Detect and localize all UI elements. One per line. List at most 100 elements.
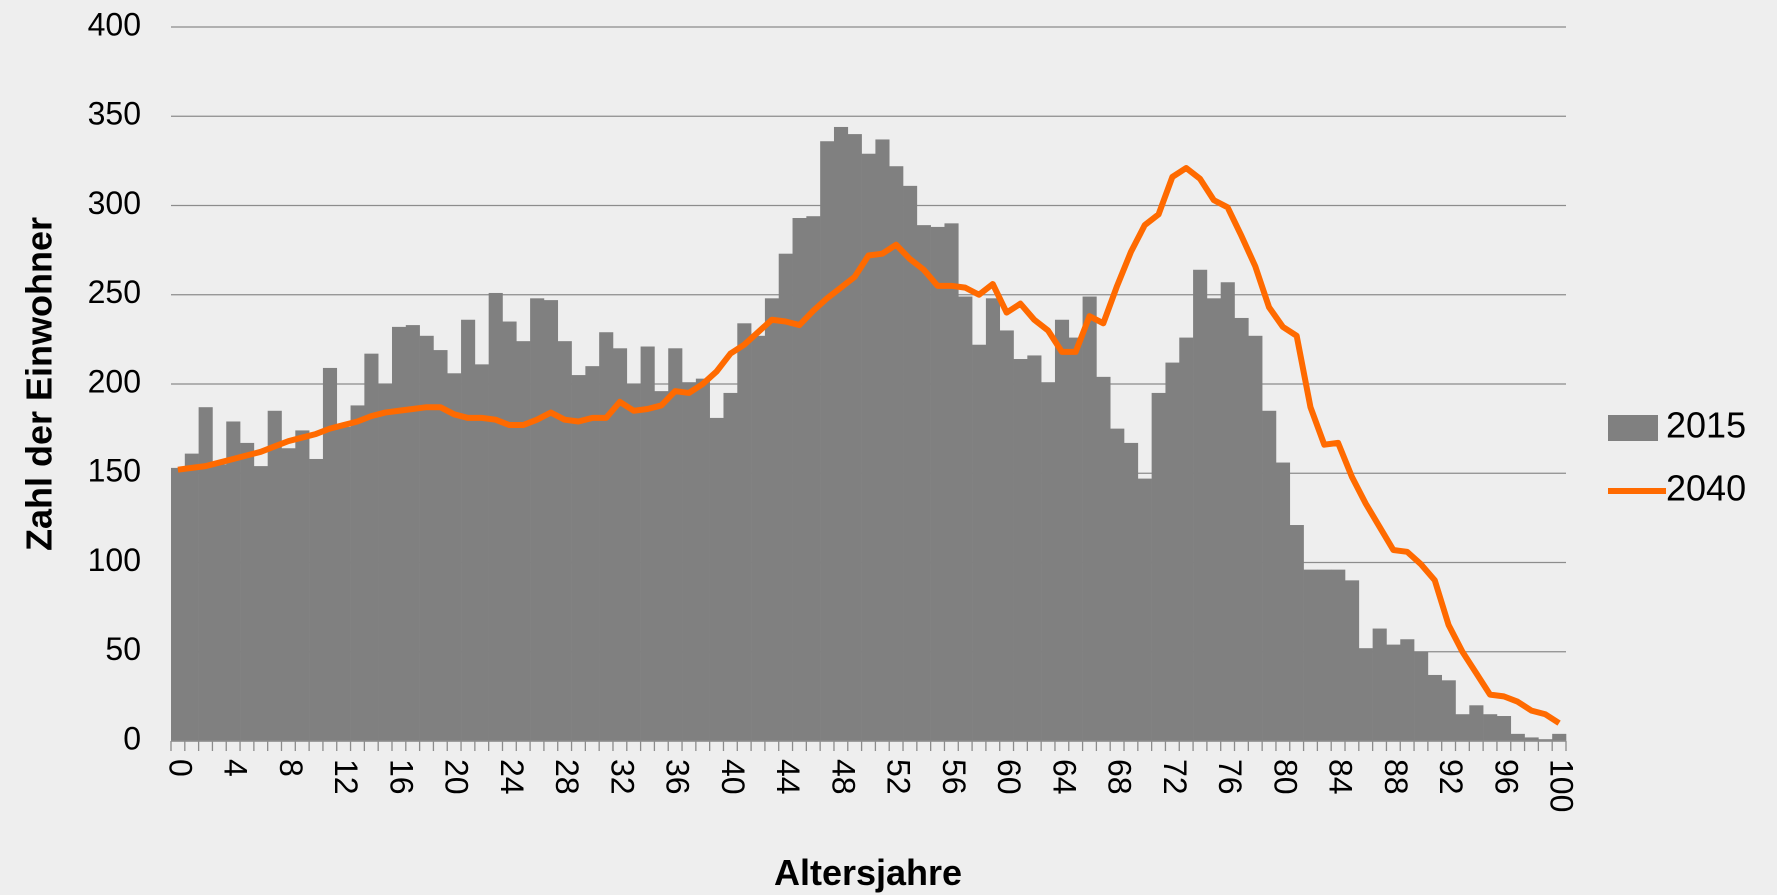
- bar: [903, 185, 918, 742]
- bar: [253, 466, 268, 741]
- x-tick-label: 44: [770, 759, 806, 795]
- bar: [447, 373, 462, 741]
- y-tick-label: 150: [88, 453, 141, 489]
- bar: [433, 350, 448, 741]
- bar: [1124, 442, 1139, 741]
- bar: [640, 346, 655, 741]
- x-tick-label: 64: [1046, 759, 1082, 795]
- bar: [1096, 376, 1111, 741]
- bar: [1082, 296, 1097, 741]
- bar: [1068, 337, 1083, 741]
- bar: [474, 364, 489, 741]
- bar: [198, 407, 213, 741]
- x-tick-label: 100: [1544, 759, 1580, 812]
- bar: [1041, 382, 1056, 741]
- y-tick-label: 0: [123, 720, 141, 756]
- bar: [391, 326, 407, 741]
- bar: [999, 330, 1014, 741]
- bar: [1469, 705, 1484, 741]
- bar: [1054, 319, 1070, 741]
- bar: [916, 225, 931, 741]
- bar: [1358, 648, 1373, 741]
- bar: [1427, 674, 1442, 741]
- bar: [1234, 317, 1249, 741]
- bar: [682, 382, 697, 741]
- bar: [557, 341, 572, 741]
- bar: [1303, 569, 1318, 741]
- bar: [944, 223, 959, 742]
- bar: [530, 298, 545, 741]
- bar: [1206, 298, 1222, 741]
- bar: [502, 321, 517, 741]
- bar: [240, 442, 255, 741]
- y-tick-label: 250: [88, 274, 141, 310]
- bar: [764, 298, 780, 741]
- bar: [267, 410, 282, 741]
- bar: [212, 464, 227, 741]
- bar: [295, 430, 310, 741]
- x-axis-title: Altersjahre: [774, 852, 962, 893]
- x-tick-label: 0: [162, 759, 198, 777]
- bar: [1013, 359, 1028, 741]
- x-tick-label: 60: [991, 759, 1027, 795]
- bar: [309, 458, 324, 741]
- x-tick-label: 32: [604, 759, 640, 795]
- bar: [930, 226, 945, 742]
- x-tick-label: 8: [273, 759, 309, 777]
- x-tick-label: 16: [383, 759, 419, 795]
- bar: [861, 153, 876, 742]
- x-tick-label: 56: [936, 759, 972, 795]
- x-tick-label: 36: [660, 759, 696, 795]
- bar: [820, 141, 835, 742]
- bar: [612, 348, 628, 741]
- x-tick-label: 20: [439, 759, 475, 795]
- x-tick-label: 28: [549, 759, 585, 795]
- bar: [1193, 269, 1208, 741]
- bar: [695, 378, 710, 741]
- x-tick-label: 88: [1378, 759, 1414, 795]
- y-axis-title: Zahl der Einwohner: [19, 217, 60, 551]
- legend-label: 2040: [1666, 468, 1746, 509]
- bar: [322, 367, 338, 741]
- x-tick-label: 76: [1212, 759, 1248, 795]
- x-tick-label: 52: [881, 759, 917, 795]
- x-tick-label: 4: [218, 759, 254, 777]
- bar: [737, 323, 752, 741]
- bar: [599, 332, 614, 741]
- x-tick-label: 96: [1488, 759, 1524, 795]
- bar: [1441, 680, 1456, 741]
- bar: [751, 335, 766, 741]
- bar: [1248, 335, 1263, 741]
- bar: [654, 391, 669, 741]
- bar: [626, 384, 641, 741]
- bar: [585, 366, 600, 741]
- bar: [792, 217, 807, 741]
- x-tick-label: 12: [328, 759, 364, 795]
- y-tick-label: 300: [88, 185, 141, 221]
- x-tick-label: 68: [1102, 759, 1138, 795]
- bar: [543, 300, 559, 741]
- bar: [1538, 739, 1553, 741]
- x-tick-label: 24: [494, 759, 530, 795]
- bar: [875, 139, 890, 741]
- bar: [1262, 410, 1277, 741]
- bar: [1289, 525, 1304, 741]
- bar: [1179, 337, 1194, 741]
- bar: [1524, 737, 1539, 741]
- bar: [1552, 733, 1567, 741]
- legend-swatch: [1608, 415, 1658, 441]
- y-tick-label: 100: [88, 542, 141, 578]
- bar: [1496, 716, 1512, 741]
- x-tick-label: 48: [825, 759, 861, 795]
- bar: [281, 448, 296, 741]
- bar: [985, 298, 1001, 741]
- legend-label: 2015: [1666, 405, 1746, 446]
- bar: [1386, 644, 1401, 741]
- bar: [972, 344, 987, 741]
- x-tick-label: 92: [1433, 759, 1469, 795]
- bar: [226, 421, 241, 741]
- bar: [709, 417, 724, 741]
- x-tick-label: 40: [715, 759, 751, 795]
- x-tick-label: 84: [1323, 759, 1359, 795]
